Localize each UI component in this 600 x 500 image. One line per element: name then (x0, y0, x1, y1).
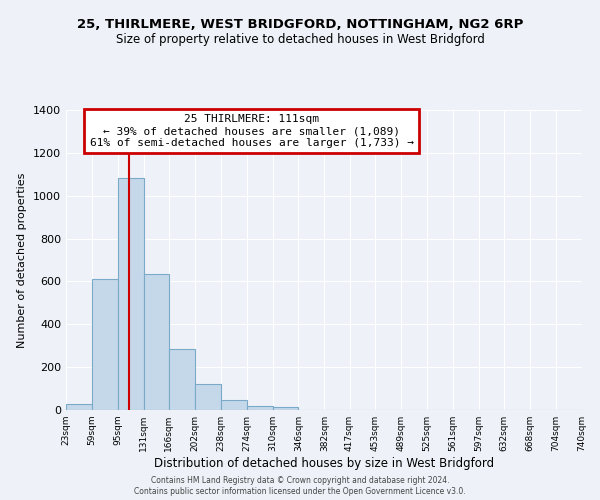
Bar (144, 274, 169, 410)
Bar (195, 384, 221, 410)
Bar (272, 407, 298, 410)
Text: Size of property relative to detached houses in West Bridgford: Size of property relative to detached ho… (116, 32, 484, 46)
Bar (118, 178, 144, 410)
Y-axis label: Number of detached properties: Number of detached properties (17, 172, 28, 348)
Bar (221, 400, 247, 410)
Text: 25 THIRLMERE: 111sqm
← 39% of detached houses are smaller (1,089)
61% of semi-de: 25 THIRLMERE: 111sqm ← 39% of detached h… (90, 114, 414, 148)
Bar (92, 280, 118, 410)
Text: Contains public sector information licensed under the Open Government Licence v3: Contains public sector information licen… (134, 488, 466, 496)
Bar (66, 404, 92, 410)
X-axis label: Distribution of detached houses by size in West Bridgford: Distribution of detached houses by size … (154, 457, 494, 470)
Text: 25, THIRLMERE, WEST BRIDGFORD, NOTTINGHAM, NG2 6RP: 25, THIRLMERE, WEST BRIDGFORD, NOTTINGHA… (77, 18, 523, 30)
Bar (169, 349, 195, 410)
Text: Contains HM Land Registry data © Crown copyright and database right 2024.: Contains HM Land Registry data © Crown c… (151, 476, 449, 485)
Bar (247, 406, 272, 410)
